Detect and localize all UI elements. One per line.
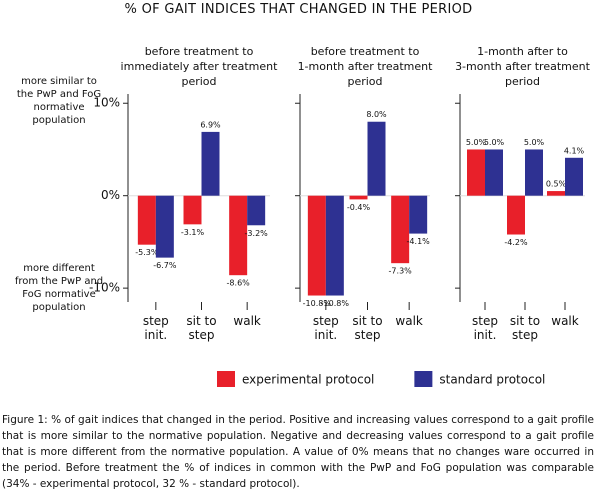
- value-label: 6.9%: [200, 120, 221, 129]
- annotation: more similar to the PwP and FoG normativ…: [16, 76, 102, 126]
- value-label: -3.2%: [245, 229, 269, 238]
- chart: 10% 0% -10% -5.3% -6.7% -3.1% 6.9% -8.6% -3.2% -1…: [89, 94, 585, 387]
- bar: [229, 195, 248, 276]
- x-tick-label: walk: [551, 314, 579, 328]
- value-label: -6.7%: [153, 261, 177, 270]
- value-label: -4.2%: [504, 238, 528, 247]
- panel-title: before treatment to immediately after tr…: [120, 45, 278, 88]
- legend-swatch: [217, 371, 235, 387]
- bar: [183, 195, 202, 225]
- value-label: -7.3%: [389, 267, 413, 276]
- bar: [307, 195, 326, 296]
- bar: [367, 121, 386, 196]
- annotation: more different from the PwP and FoG norm…: [14, 263, 104, 313]
- x-tick-label: walk: [233, 314, 261, 328]
- x-tick-label: sit to step: [186, 314, 217, 342]
- bar: [547, 191, 565, 196]
- y-tick-label: -10%: [89, 281, 120, 295]
- bar: [247, 195, 266, 226]
- legend-label: standard protocol: [439, 373, 545, 387]
- x-tick-label: step init.: [312, 314, 339, 342]
- value-label: -3.1%: [181, 228, 205, 237]
- value-label: -0.4%: [347, 203, 371, 212]
- value-label: 8.0%: [366, 110, 387, 119]
- bar: [485, 149, 503, 196]
- value-label: 5.0%: [484, 138, 505, 147]
- value-label: -4.1%: [407, 237, 431, 246]
- value-label: -8.6%: [227, 279, 251, 288]
- value-label: -5.3%: [135, 248, 159, 257]
- y-tick-label: 0%: [101, 188, 120, 202]
- bar: [201, 131, 220, 196]
- panel-title: 1-month after to 3-month after treatment…: [455, 45, 590, 88]
- value-label: -10.8%: [303, 299, 332, 308]
- value-label: 4.1%: [564, 146, 585, 155]
- bar: [409, 195, 428, 234]
- bar: [137, 195, 156, 245]
- bar: [565, 157, 583, 196]
- legend-label: experimental protocol: [242, 373, 374, 387]
- bar: [391, 195, 410, 264]
- figure-title: % OF GAIT INDICES THAT CHANGED IN THE PE…: [124, 2, 473, 17]
- value-label: 5.0%: [524, 138, 545, 147]
- x-tick-label: sit to step: [509, 314, 541, 342]
- x-tick-label: step init.: [142, 314, 169, 342]
- bar: [467, 149, 485, 196]
- value-label: 5.0%: [466, 138, 487, 147]
- legend-swatch: [414, 371, 433, 387]
- value-label: 0.5%: [546, 180, 567, 189]
- x-tick-label: step init.: [472, 314, 498, 342]
- panel-title: before treatment to 1-month after treatm…: [297, 45, 433, 88]
- y-tick-label: 10%: [93, 96, 120, 110]
- bar: [349, 195, 368, 200]
- bar: [325, 195, 344, 296]
- caption: Figure 1: % of gait indices that changed…: [2, 414, 594, 490]
- bar: [155, 195, 174, 258]
- x-tick-label: sit to step: [352, 314, 383, 342]
- x-tick-label: walk: [395, 314, 423, 328]
- bar: [507, 195, 525, 235]
- bar: [525, 149, 543, 196]
- value-label: -10.8%: [321, 299, 350, 308]
